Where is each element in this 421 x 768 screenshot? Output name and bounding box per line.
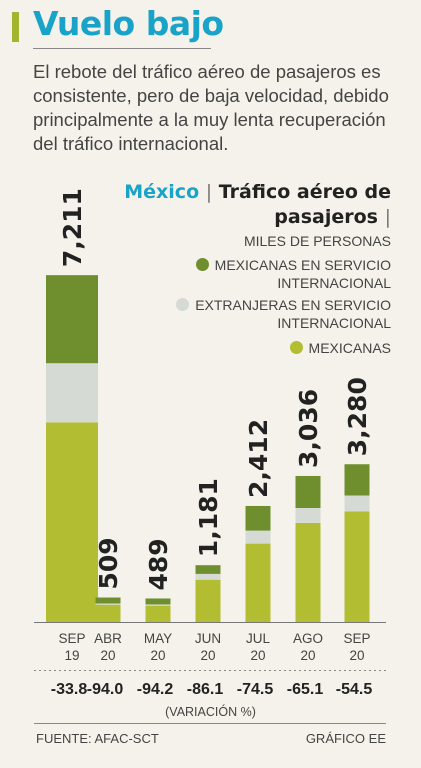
legend-item-mexicanas-internacional: MEXICANAS EN SERVICIO INTERNACIONAL	[161, 256, 391, 292]
x-tick-year: 20	[150, 648, 165, 663]
legend-item-mexicanas: MEXICANAS	[161, 339, 391, 357]
legend-separator-end: |	[384, 206, 391, 228]
bar-segment	[245, 530, 271, 544]
bar-segment	[344, 464, 370, 496]
bar-total-label: 7,211	[58, 188, 87, 267]
legend-label: EXTRANJERAS EN SERVICIO INTERNACIONAL	[195, 297, 391, 331]
bar-segment	[95, 603, 121, 605]
bar-segment	[195, 573, 221, 580]
headline: Vuelo bajo	[33, 4, 224, 43]
variation-caption: (VARIACIÓN %)	[165, 705, 256, 719]
bar-segment	[295, 508, 321, 523]
legend-units: MILES DE PERSONAS	[243, 233, 391, 249]
intro-text: El rebote del tráfico aéreo de pasajeros…	[33, 61, 389, 154]
variation-value: -54.5	[336, 681, 373, 698]
x-tick-month: SEP	[58, 631, 85, 646]
variation-value: -94.2	[137, 681, 174, 698]
graphic-credit: GRÁFICO EE	[305, 731, 386, 746]
legend-country: México	[124, 181, 200, 203]
x-tick-month: ABR	[94, 631, 122, 646]
variation-value: -33.8	[51, 681, 88, 698]
bar-segment	[95, 604, 121, 622]
legend-dot-icon	[176, 298, 190, 311]
legend-dot-icon	[289, 341, 303, 354]
bar-segment	[145, 604, 171, 606]
bar-total-label: 509	[94, 537, 123, 589]
x-tick-year: 20	[250, 648, 265, 663]
title-accent-bar	[12, 12, 19, 42]
headline-divider	[33, 48, 211, 49]
x-tick-month: JUL	[246, 631, 270, 646]
legend-dot-icon	[195, 258, 209, 271]
bar-total-label: 2,412	[244, 419, 273, 498]
bar-segment	[295, 522, 321, 622]
source-note: FUENTE: AFAC-SCT	[36, 731, 159, 746]
legend-label: MEXICANAS EN SERVICIO INTERNACIONAL	[214, 257, 391, 291]
bar-segment	[145, 598, 171, 605]
legend-title: México | Tráfico aéreo de pasajeros |	[91, 180, 391, 230]
x-tick-year: 19	[64, 648, 79, 663]
x-tick-year: 20	[200, 648, 215, 663]
bar-segment	[344, 511, 370, 622]
legend-separator: |	[205, 181, 213, 203]
x-tick-month: AGO	[293, 631, 323, 646]
bar-segment	[46, 363, 98, 423]
variation-value: -74.5	[237, 681, 274, 698]
variation-value: -86.1	[187, 681, 224, 698]
bar-segment	[195, 565, 221, 574]
bar-segment	[46, 422, 98, 622]
bar-segment	[46, 275, 98, 364]
bar-segment	[344, 495, 370, 512]
bar-total-label: 3,036	[294, 389, 323, 468]
bar-total-label: 1,181	[194, 478, 223, 557]
legend-item-extranjeras-internacional: EXTRANJERAS EN SERVICIO INTERNACIONAL	[161, 296, 391, 332]
x-tick-month: JUN	[195, 631, 221, 646]
variation-value: -65.1	[287, 681, 324, 698]
variation-value: -94.0	[87, 681, 124, 698]
legend-label: MEXICANAS	[308, 340, 391, 356]
stacked-bar-chart: 7,211 SEP 19 -33.8 509 ABR 20 -94.0 489 MAY 20 -94.…	[34, 188, 386, 698]
x-tick-year: 20	[349, 648, 364, 663]
x-tick-month: SEP	[343, 631, 370, 646]
x-tick-year: 20	[300, 648, 315, 663]
x-tick-month: MAY	[144, 631, 172, 646]
legend-title-text: Tráfico aéreo de pasajeros	[218, 181, 391, 228]
bar-segment	[195, 579, 221, 622]
bar-total-label: 489	[144, 538, 173, 590]
bar-segment	[295, 475, 321, 509]
footer-divider	[34, 723, 386, 724]
x-tick-year: 20	[100, 648, 115, 663]
bar-segment	[95, 597, 121, 604]
bar-segment	[245, 543, 271, 622]
bar-total-label: 3,280	[343, 377, 372, 456]
bar-segment	[145, 605, 171, 622]
bar-segment	[245, 505, 271, 531]
